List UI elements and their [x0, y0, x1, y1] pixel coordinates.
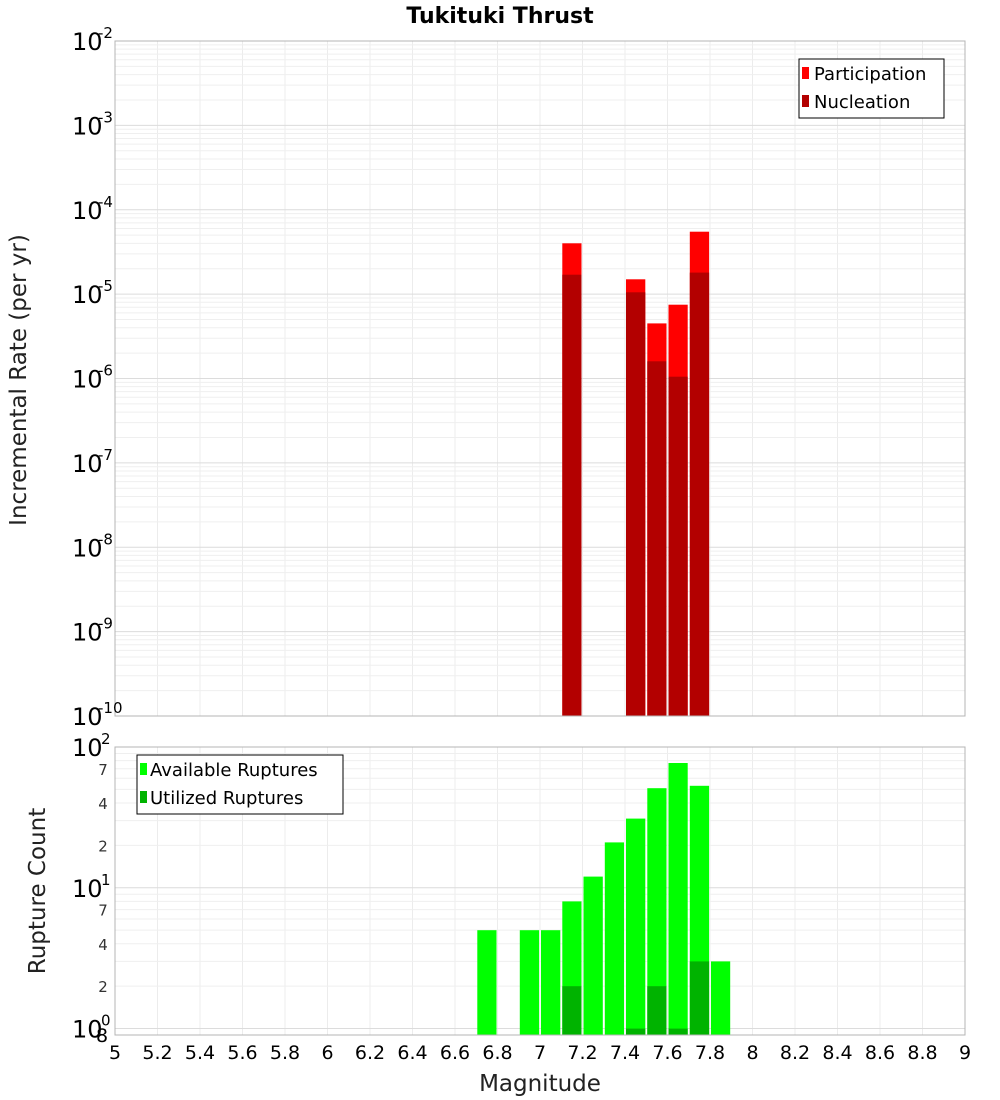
legend-label-available-ruptures: Available Ruptures [150, 760, 318, 781]
bottom-available-ruptures-bar [477, 930, 497, 1035]
bottom-available-ruptures-bar [647, 788, 667, 1035]
top-y-tick-exponent: -3 [98, 108, 113, 126]
x-tick-label: 7 [534, 1042, 546, 1064]
bottom-y-tick-exponent: 1 [101, 871, 111, 889]
x-tick-label: 6.8 [482, 1042, 512, 1064]
x-tick-label: 6.4 [397, 1042, 427, 1064]
top-y-tick-exponent: -7 [98, 446, 113, 464]
bottom-y-minor-tick-label: 2 [98, 837, 108, 855]
bottom-available-ruptures-bar [668, 763, 688, 1035]
legend-swatch-participation [802, 67, 809, 79]
bottom-utilized-ruptures-bar [626, 1028, 646, 1035]
top-y-tick-exponent: -6 [98, 362, 113, 380]
top-nucleation-bar [562, 274, 582, 716]
legend-label-participation: Participation [814, 64, 926, 85]
bottom-y-minor-tick-label: 7 [98, 902, 108, 920]
top-y-axis-title: Incremental Rate (per yr) [6, 234, 32, 526]
bottom-available-ruptures-bar [519, 930, 540, 1035]
bottom-y-tick-label: 10 [72, 875, 103, 903]
top-y-tick-label: 10 [72, 619, 103, 647]
legend-swatch-available-ruptures [140, 763, 147, 775]
bottom-y-minor-tick-label: 4 [98, 795, 108, 813]
x-tick-label: 5 [109, 1042, 121, 1064]
x-tick-label: 9 [959, 1042, 971, 1064]
x-tick-label: 5.8 [270, 1042, 300, 1064]
top-y-tick-label: 10 [72, 281, 103, 309]
x-tick-labels: 5 5.2 5.4 5.6 5.8 6 6.2 6.4 6.6 6.8 7 7.2 7.4 7.6 7.8 8… [109, 1042, 971, 1064]
bottom-y-minor-tick-label: 4 [98, 936, 108, 954]
top-y-tick-label: 10 [72, 112, 103, 140]
x-tick-label: 7.4 [610, 1042, 640, 1064]
top-y-tick-label: 10 [72, 703, 103, 731]
chart-title: Tukituki Thrust [406, 4, 594, 29]
top-plot-gridlines [114, 41, 966, 717]
x-tick-label: 8.6 [865, 1042, 895, 1064]
top-y-tick-label: 10 [72, 366, 103, 394]
x-tick-label: 8.4 [822, 1042, 852, 1064]
bottom-available-ruptures-bar [583, 876, 603, 1035]
top-legend: Participation Nucleation [798, 58, 945, 119]
top-nucleation-bar [689, 272, 710, 716]
top-y-tick-exponent: -5 [98, 277, 113, 295]
x-tick-label: 8.8 [907, 1042, 937, 1064]
bottom-utilized-ruptures-bar [668, 1028, 688, 1035]
bottom-plot-bars [477, 763, 731, 1035]
top-y-tick-exponent: -9 [98, 615, 113, 633]
bottom-available-ruptures-bar [626, 818, 646, 1035]
top-y-tick-label: 10 [72, 534, 103, 562]
bottom-y-tick-exponent: 0 [101, 1012, 111, 1030]
top-plot-frame [114, 40, 966, 717]
bottom-utilized-ruptures-bar [689, 961, 710, 1035]
bottom-available-ruptures-bar [711, 961, 731, 1035]
x-tick-label: 7.2 [567, 1042, 597, 1064]
top-nucleation-bar [668, 376, 688, 716]
legend-label-utilized-ruptures: Utilized Ruptures [150, 788, 303, 809]
bottom-utilized-ruptures-bar [647, 986, 667, 1035]
x-tick-label: 7.8 [695, 1042, 725, 1064]
bottom-legend-box [136, 754, 344, 815]
bottom-legend: Available Ruptures Utilized Ruptures [136, 754, 344, 815]
x-tick-label: 5.6 [227, 1042, 257, 1064]
bottom-y-minor-tick-label: 7 [98, 761, 108, 779]
bottom-y-minor-tick-label: 2 [98, 978, 108, 996]
bottom-available-ruptures-bar [541, 930, 561, 1035]
top-y-tick-label: 10 [72, 450, 103, 478]
x-tick-label: 5.2 [142, 1042, 172, 1064]
x-tick-label: 6 [321, 1042, 333, 1064]
x-tick-label: 6.2 [355, 1042, 385, 1064]
x-axis-title: Magnitude [479, 1071, 601, 1097]
bottom-utilized-ruptures-bar [562, 986, 582, 1035]
top-y-tick-exponent: -8 [98, 530, 113, 548]
legend-swatch-nucleation [802, 95, 809, 107]
x-tick-label: 8 [746, 1042, 758, 1064]
top-plot-bars [562, 231, 710, 717]
bottom-y-minor-tick-label: 8 [96, 1025, 108, 1047]
x-tick-label: 8.2 [780, 1042, 810, 1064]
top-nucleation-bar [626, 292, 646, 716]
bottom-y-tick-exponent: 2 [101, 730, 111, 748]
bottom-y-tick-label: 10 [72, 1016, 103, 1044]
x-tick-label: 5.4 [185, 1042, 215, 1064]
top-y-tick-exponent: -10 [98, 699, 123, 717]
top-y-tick-label: 10 [72, 197, 103, 225]
bottom-available-ruptures-bar [604, 842, 624, 1035]
top-nucleation-bar [647, 361, 667, 716]
bottom-y-axis-title: Rupture Count [25, 808, 51, 974]
top-y-tick-exponent: -4 [98, 193, 113, 211]
x-tick-label: 7.6 [652, 1042, 682, 1064]
legend-label-nucleation: Nucleation [814, 92, 910, 113]
x-tick-label: 6.6 [440, 1042, 470, 1064]
bottom-plot-frame [114, 746, 966, 1036]
top-y-tick-exponent: -2 [98, 24, 113, 42]
legend-swatch-utilized-ruptures [140, 791, 147, 803]
bottom-y-tick-label: 10 [72, 734, 103, 762]
top-y-tick-label: 10 [72, 28, 103, 56]
top-legend-box [798, 58, 945, 119]
